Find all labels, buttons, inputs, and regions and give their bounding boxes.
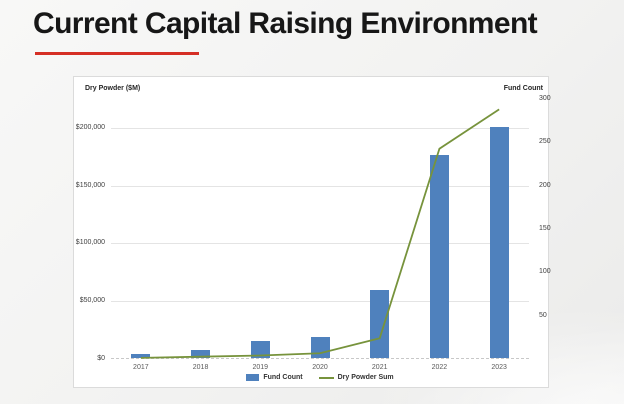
right-axis-tick: 100 <box>539 268 551 276</box>
legend-line-swatch <box>318 376 334 379</box>
right-axis-title: Fund Count <box>503 85 543 92</box>
bar-2019 <box>250 340 270 358</box>
bar-2018 <box>191 350 211 358</box>
x-axis-label-2019: 2019 <box>252 364 269 371</box>
plot-area <box>111 99 529 359</box>
right-axis-tick: 300 <box>539 95 551 102</box>
left-axis-title: Dry Powder ($M) <box>85 85 141 92</box>
bar-2017 <box>131 353 151 358</box>
x-axis-label-2020: 2020 <box>312 364 328 371</box>
bar-2023 <box>489 127 509 358</box>
right-axis-tick: 150 <box>539 225 551 232</box>
right-axis-tick: 250 <box>539 138 551 146</box>
legend-item-fund-count: Fund Count <box>246 374 303 381</box>
x-axis-label-2023: 2023 <box>491 364 507 371</box>
title-accent-underline <box>35 52 199 55</box>
bar-2021 <box>370 290 390 358</box>
x-axis-label-2021: 2021 <box>371 364 388 371</box>
x-axis-label-2017: 2017 <box>133 364 149 371</box>
legend-item-dry-powder-sum: Dry Powder Sum <box>318 374 394 381</box>
chart-card: Dry Powder ($M) Fund Count Fund Count Dry… <box>73 76 551 388</box>
gridline <box>111 243 529 245</box>
left-axis-tick: $0 <box>97 355 105 362</box>
right-axis-tick: 200 <box>539 181 551 189</box>
left-axis-tick: $100,000 <box>75 239 105 247</box>
legend-label: Dry Powder Sum <box>337 374 394 381</box>
gridline <box>111 185 529 187</box>
legend-bar-swatch <box>246 374 260 381</box>
gridline <box>111 127 529 129</box>
left-axis-tick: $150,000 <box>75 181 105 189</box>
legend-label: Fund Count <box>263 374 303 381</box>
left-axis-tick: $50,000 <box>79 297 105 305</box>
x-axis-label-2022: 2022 <box>431 364 448 371</box>
page-title: Current Capital Raising Environment <box>33 7 538 40</box>
bar-2022 <box>429 155 449 358</box>
x-axis-label-2018: 2018 <box>192 364 209 371</box>
dry-powder-line <box>140 108 500 359</box>
left-axis-tick: $200,000 <box>75 123 105 131</box>
right-axis-tick: 50 <box>539 311 547 319</box>
gridline <box>111 301 529 303</box>
chart-legend: Fund Count Dry Powder Sum <box>111 374 529 381</box>
